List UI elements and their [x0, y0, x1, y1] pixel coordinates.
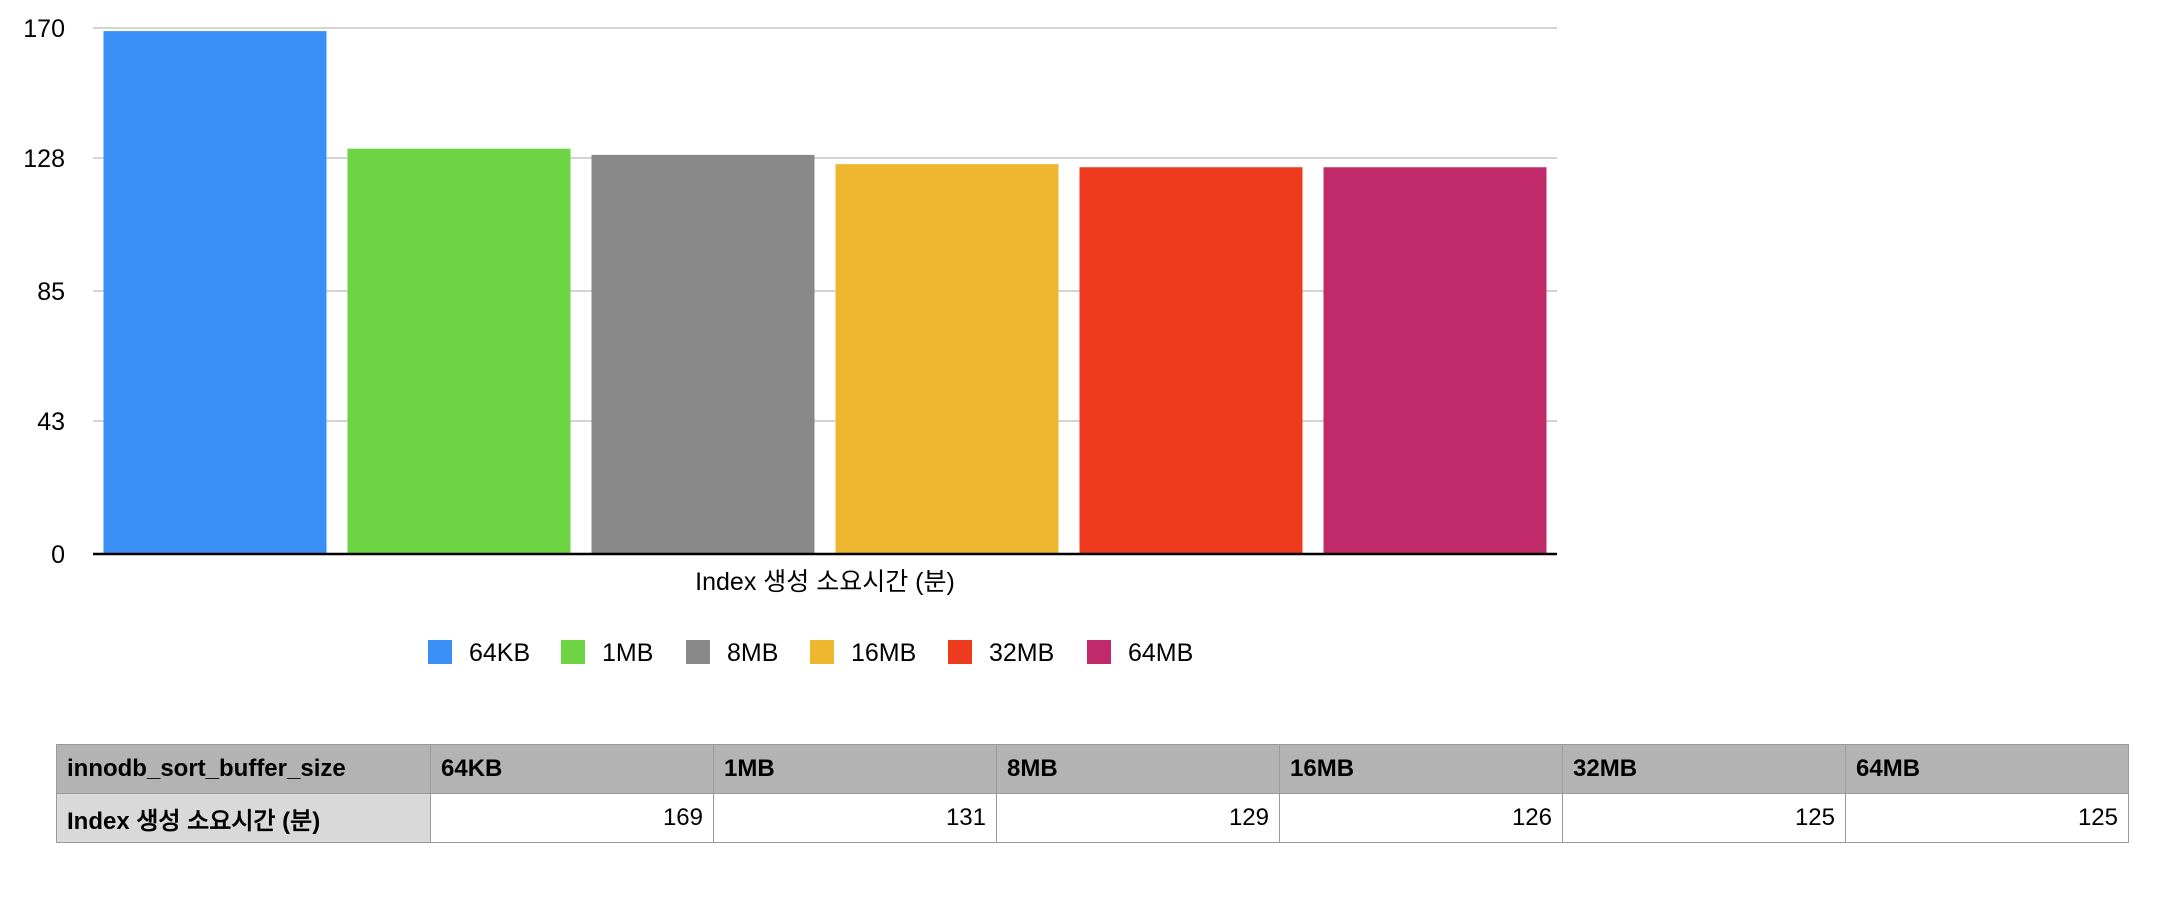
legend-swatch — [810, 640, 834, 664]
table-column-header: 16MB — [1279, 744, 1563, 794]
bar-64kb — [103, 31, 327, 555]
table-column-header: 64MB — [1845, 744, 2129, 794]
y-tick-label: 170 — [23, 15, 65, 43]
table-cell: 125 — [1845, 793, 2129, 843]
bars — [103, 31, 1547, 555]
legend-item-64mb: 64MB — [1087, 639, 1193, 667]
table-column-header: 1MB — [713, 744, 997, 794]
y-tick-label: 43 — [37, 408, 65, 436]
y-tick-label: 0 — [51, 541, 65, 569]
x-axis-label: Index 생성 소요시간 (분) — [695, 568, 955, 596]
table-row: Index 생성 소요시간 (분) 169 131 129 126 125 12… — [56, 793, 2129, 843]
table-cell: 131 — [713, 793, 997, 843]
data-table: innodb_sort_buffer_size 64KB 1MB 8MB 16M… — [56, 744, 2129, 843]
bar-64mb — [1323, 167, 1547, 554]
legend-swatch — [428, 640, 452, 664]
legend-label: 64MB — [1128, 639, 1193, 667]
legend: 64KB 1MB 8MB 16MB 32MB 64MB — [428, 639, 1193, 667]
legend-swatch — [948, 640, 972, 664]
legend-item-1mb: 1MB — [561, 639, 653, 667]
bar-1mb — [347, 148, 571, 554]
y-tick-label: 128 — [23, 145, 65, 173]
table-column-header: 64KB — [430, 744, 714, 794]
bar-16mb — [835, 164, 1059, 554]
legend-swatch — [1087, 640, 1111, 664]
legend-swatch — [686, 640, 710, 664]
legend-label: 64KB — [469, 639, 530, 667]
legend-item-32mb: 32MB — [948, 639, 1054, 667]
legend-swatch — [561, 640, 585, 664]
bar-chart: 0 43 85 128 170 Index 생성 소요시간 (분) 64KB 1MB 8MB… — [23, 15, 1557, 667]
legend-item-8mb: 8MB — [686, 639, 778, 667]
table-cell: 126 — [1279, 793, 1563, 843]
bar-8mb — [591, 154, 815, 554]
table-column-header: 8MB — [996, 744, 1280, 794]
gridlines — [93, 27, 1557, 422]
bar-32mb — [1079, 167, 1303, 554]
legend-label: 32MB — [989, 639, 1054, 667]
table-header-label: innodb_sort_buffer_size — [56, 744, 431, 794]
table-cell: 125 — [1562, 793, 1846, 843]
table-cell: 169 — [430, 793, 714, 843]
table-cell: 129 — [996, 793, 1280, 843]
table-column-header: 32MB — [1562, 744, 1846, 794]
legend-label: 16MB — [851, 639, 916, 667]
y-tick-label: 85 — [37, 278, 65, 306]
y-axis-tick-labels: 0 43 85 128 170 — [23, 15, 65, 569]
table-header-row: innodb_sort_buffer_size 64KB 1MB 8MB 16M… — [56, 744, 2129, 794]
legend-item-64kb: 64KB — [428, 639, 530, 667]
legend-label: 1MB — [602, 639, 653, 667]
legend-label: 8MB — [727, 639, 778, 667]
legend-item-16mb: 16MB — [810, 639, 916, 667]
table-row-label: Index 생성 소요시간 (분) — [56, 793, 431, 843]
